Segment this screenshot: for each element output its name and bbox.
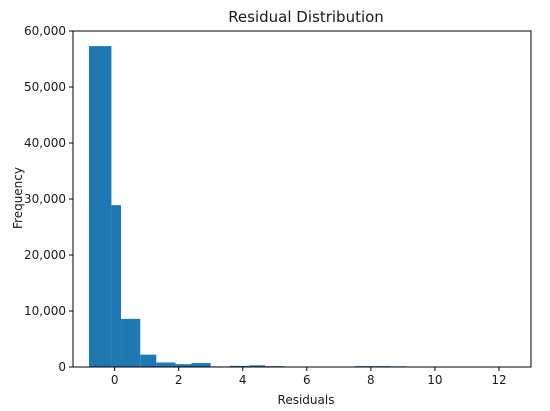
y-axis-label: Frequency bbox=[11, 167, 25, 229]
histogram-bar bbox=[156, 362, 176, 367]
x-tick-label: 10 bbox=[427, 373, 442, 387]
histogram-bar bbox=[111, 205, 122, 367]
x-tick-label: 4 bbox=[239, 373, 247, 387]
x-axis-label: Residuals bbox=[278, 393, 335, 407]
histogram-bar bbox=[175, 364, 192, 367]
y-tick-label: 40,000 bbox=[24, 136, 66, 150]
y-tick-label: 0 bbox=[58, 360, 66, 374]
histogram-bar bbox=[140, 354, 157, 367]
histogram-bar bbox=[191, 363, 211, 367]
histogram-bar bbox=[249, 365, 266, 367]
bars-layer bbox=[89, 46, 519, 368]
chart-title: Residual Distribution bbox=[228, 8, 384, 26]
histogram-bar bbox=[89, 46, 112, 368]
x-tick-label: 0 bbox=[111, 373, 119, 387]
plot-frame bbox=[72, 30, 532, 368]
y-tick-label: 60,000 bbox=[24, 24, 66, 38]
histogram-bar bbox=[229, 365, 250, 367]
y-tick-label: 20,000 bbox=[24, 248, 66, 262]
x-tick-label: 6 bbox=[303, 373, 311, 387]
y-tick-label: 10,000 bbox=[24, 304, 66, 318]
x-tick-label: 2 bbox=[175, 373, 183, 387]
y-tick-label: 30,000 bbox=[24, 192, 66, 206]
axes-layer: 0 2 4 6 8 10 12 0 10,000 20,000 30,000 40,000 50,000… bbox=[24, 24, 532, 387]
x-tick-label: 8 bbox=[367, 373, 375, 387]
x-tick-label: 12 bbox=[491, 373, 506, 387]
y-tick-label: 50,000 bbox=[24, 80, 66, 94]
histogram-bar bbox=[121, 318, 141, 367]
